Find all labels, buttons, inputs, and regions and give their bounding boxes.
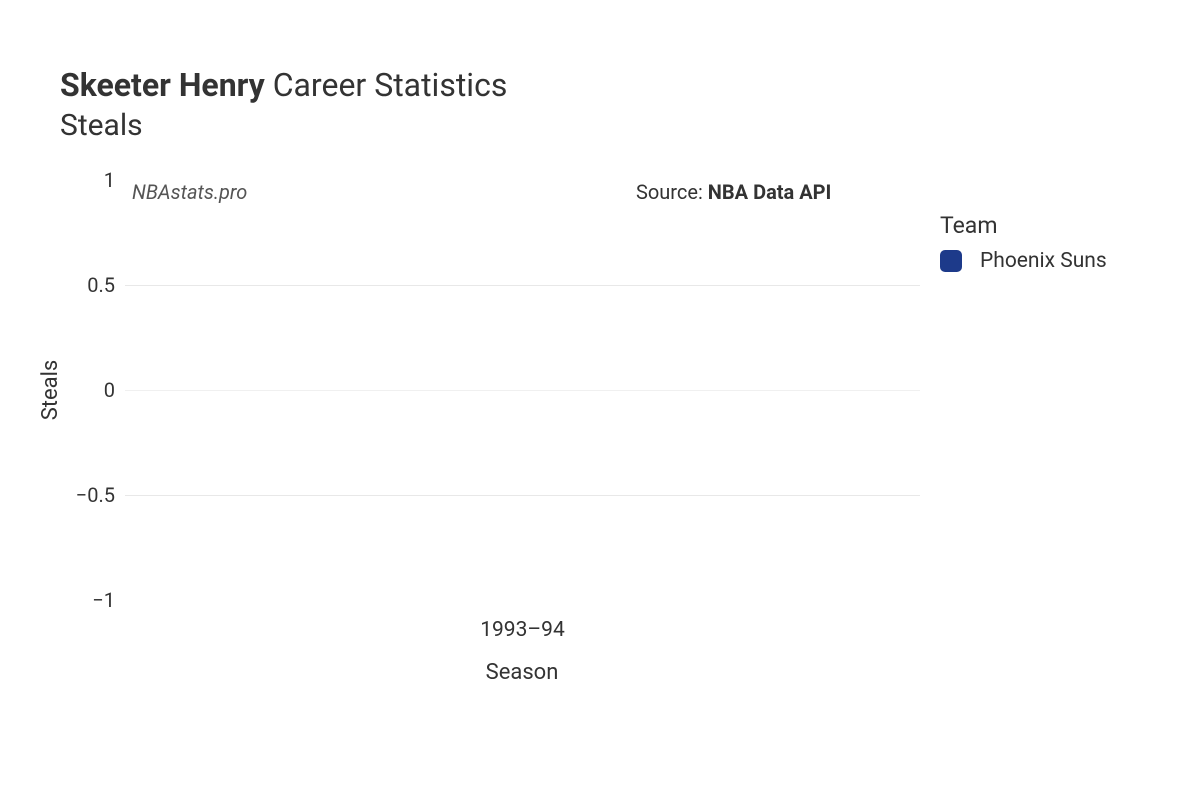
chart-title: Skeeter Henry Career Statistics <box>60 66 507 104</box>
x-tick-label: 1993–94 <box>480 618 565 642</box>
gridline <box>125 390 920 391</box>
legend-item: Phoenix Suns <box>940 249 1107 273</box>
plot-area: −1−0.500.51 <box>125 180 920 600</box>
watermark: NBAstats.pro <box>132 180 247 204</box>
title-suffix: Career Statistics <box>273 66 508 104</box>
y-tick-label: 0 <box>104 378 115 402</box>
y-tick-label: −1 <box>92 588 115 612</box>
y-tick-label: −0.5 <box>76 483 115 507</box>
x-axis-label: Season <box>486 660 559 685</box>
gridline <box>125 495 920 496</box>
legend-label: Phoenix Suns <box>980 249 1107 273</box>
source-prefix: Source: <box>636 180 708 204</box>
legend-swatch <box>940 250 962 272</box>
y-axis-label: Steals <box>38 360 63 421</box>
player-name: Skeeter Henry <box>60 66 265 104</box>
y-tick-label: 0.5 <box>87 273 115 297</box>
legend: Team Phoenix Suns <box>940 212 1107 273</box>
source-text: Source: NBA Data API <box>636 180 831 204</box>
chart-subtitle: Steals <box>60 108 507 143</box>
chart-container: Skeeter Henry Career Statistics Steals −… <box>0 0 1200 800</box>
chart-title-block: Skeeter Henry Career Statistics Steals <box>60 66 507 143</box>
gridline <box>125 285 920 286</box>
y-tick-label: 1 <box>104 168 115 192</box>
source-name: NBA Data API <box>708 180 832 204</box>
legend-title: Team <box>940 212 1107 239</box>
